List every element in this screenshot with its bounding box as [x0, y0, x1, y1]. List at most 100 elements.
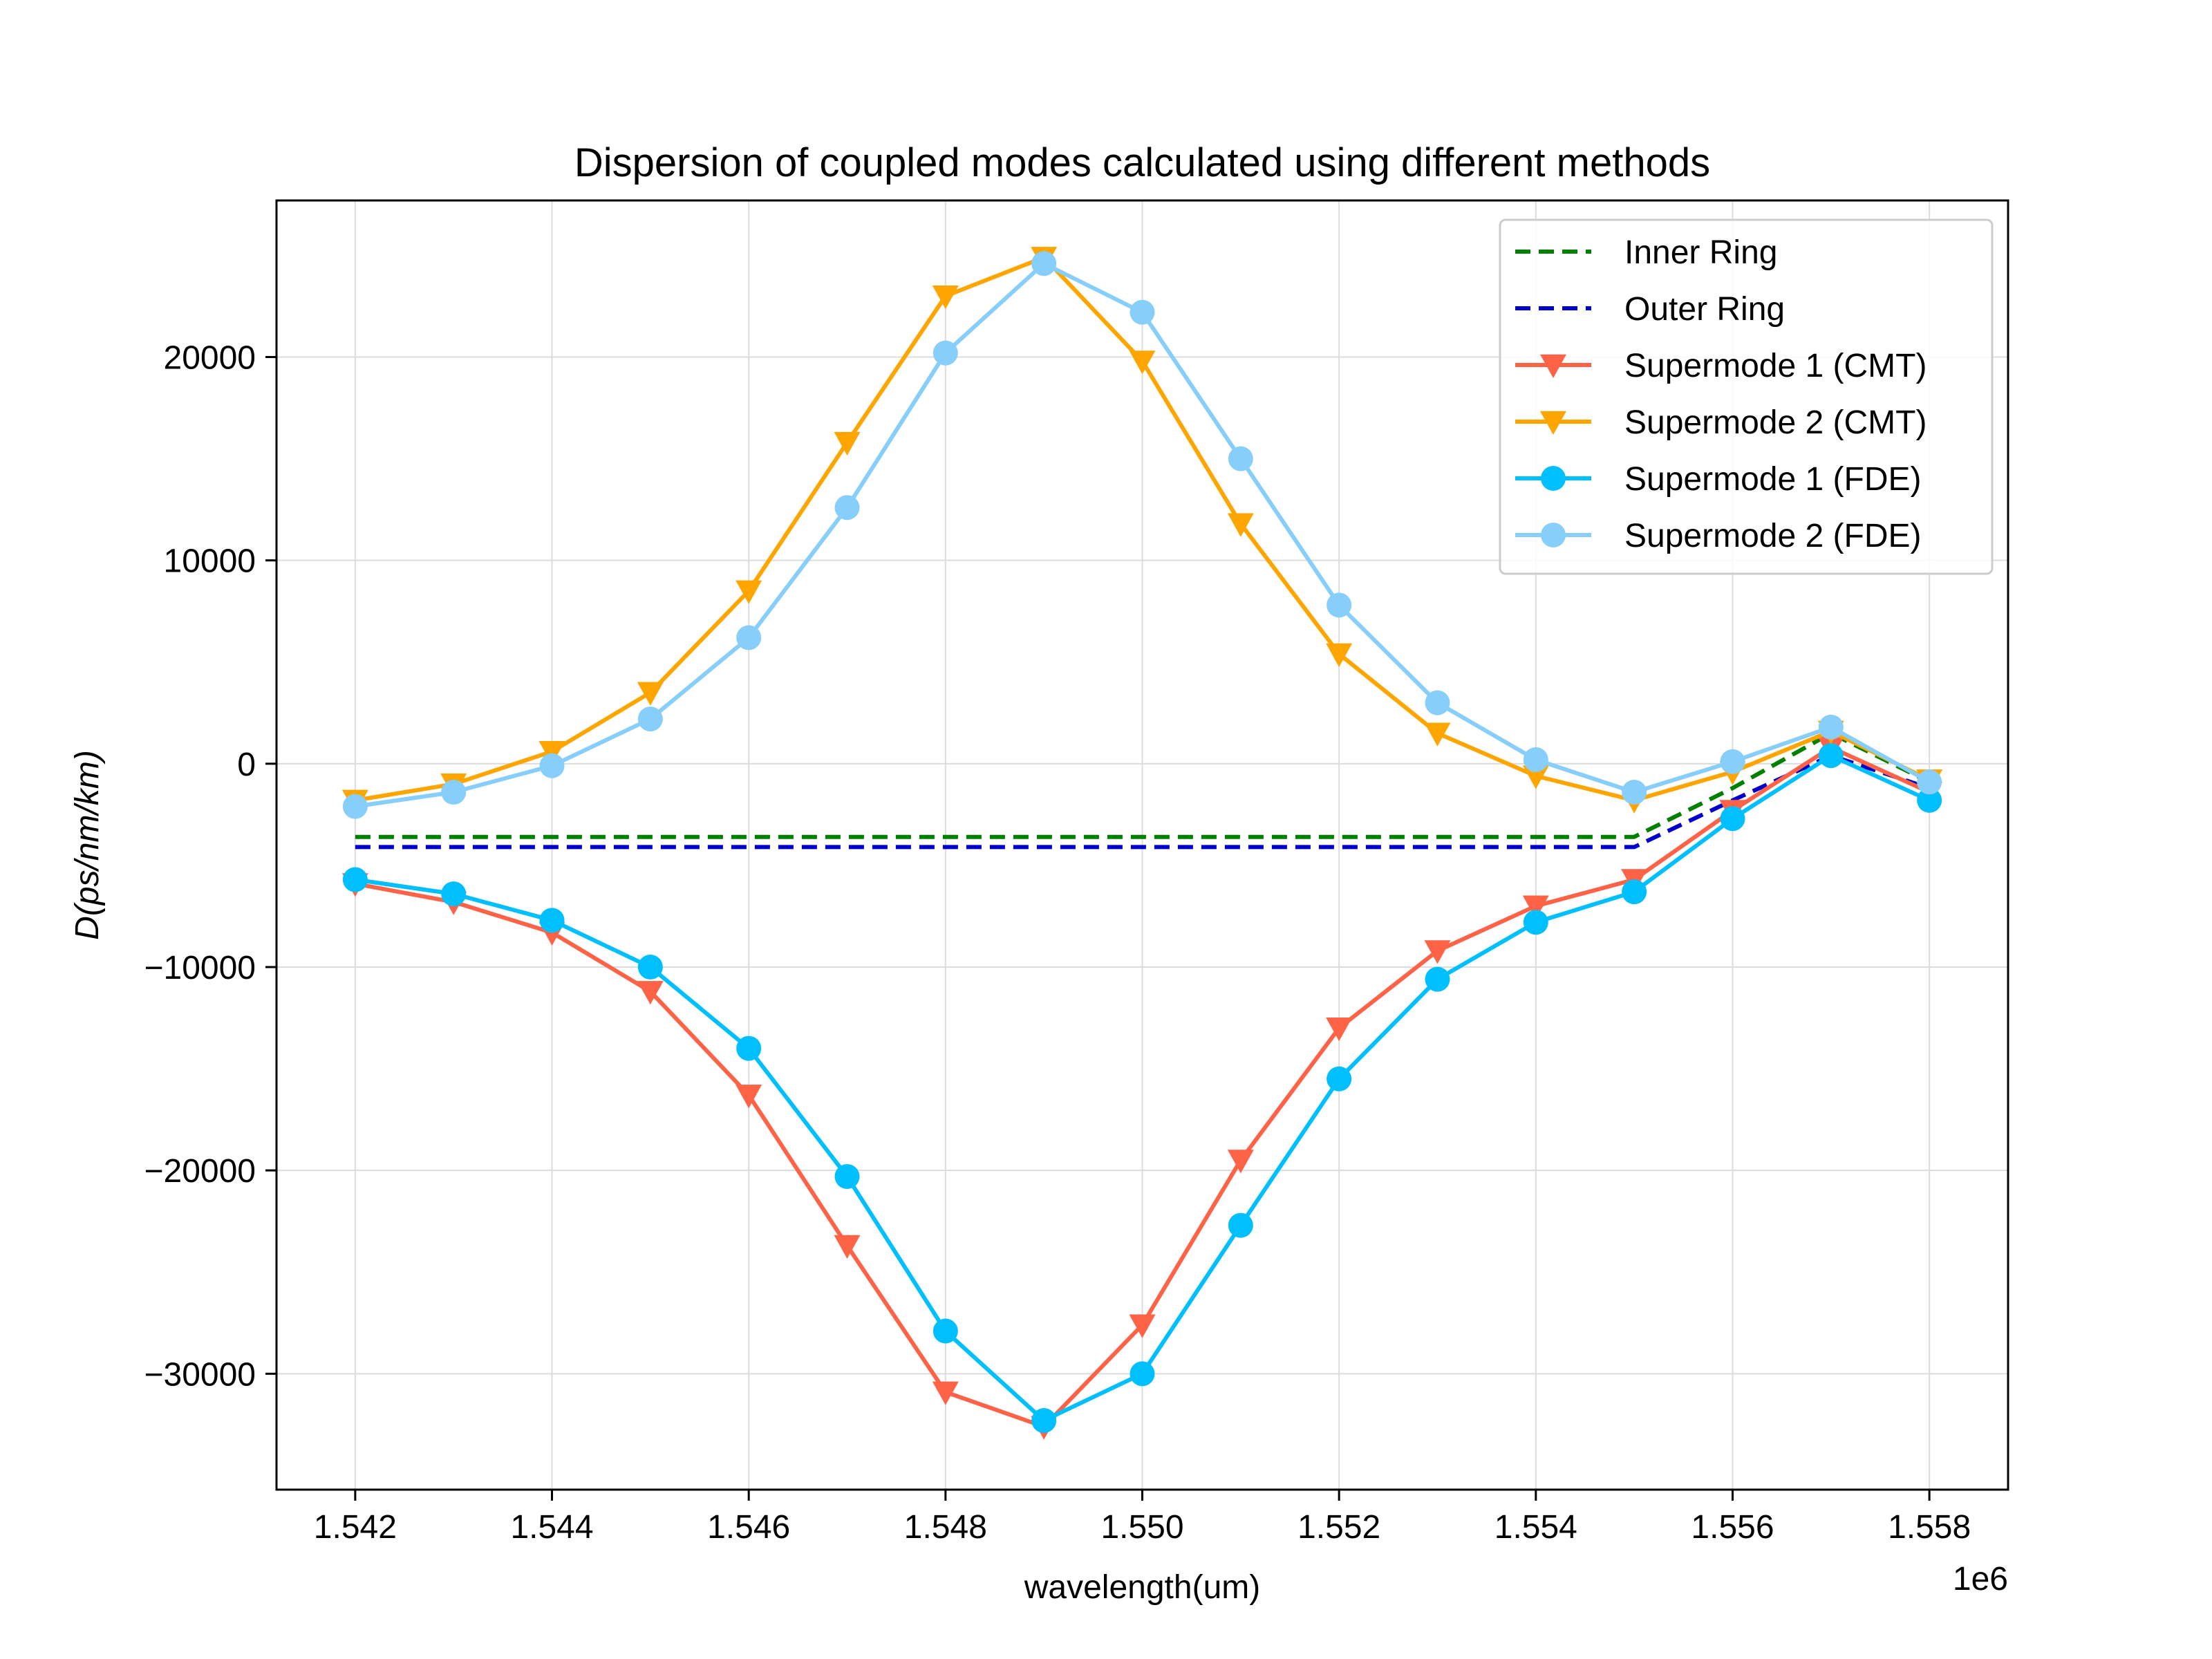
data-point: [932, 340, 958, 366]
legend-label: Inner Ring: [1624, 234, 1777, 271]
data-point: [637, 981, 664, 1005]
data-point: [1227, 1150, 1254, 1174]
data-point: [441, 780, 467, 805]
legend-item: Supermode 1 (CMT): [1515, 348, 1927, 384]
axis-ticks: 1.542 1.544 1.546 1.548 1.550 1.552 1.554 1.556…: [144, 340, 1971, 1546]
data-point: [834, 1235, 861, 1259]
data-point: [932, 1318, 958, 1344]
data-point: [1031, 1407, 1057, 1433]
data-point: [441, 881, 467, 907]
data-point: [1327, 1066, 1352, 1091]
data-point: [637, 682, 664, 706]
data-point: [1228, 1212, 1253, 1238]
data-point: [1424, 940, 1451, 964]
data-point: [735, 580, 762, 604]
legend-label: Supermode 2 (FDE): [1624, 518, 1922, 554]
series-layer: [341, 247, 1943, 1440]
data-point: [1327, 592, 1352, 618]
data-point: [1522, 765, 1549, 789]
series-4: [342, 743, 1942, 1433]
data-point: [1130, 299, 1155, 325]
legend-label: Supermode 1 (CMT): [1624, 348, 1927, 384]
series-line: [355, 731, 1931, 839]
legend-marker: [1541, 466, 1566, 491]
legend-marker: [1540, 354, 1566, 378]
data-point: [1522, 895, 1549, 919]
data-point: [1227, 513, 1254, 537]
data-point: [1424, 722, 1451, 747]
data-point: [539, 753, 565, 778]
data-point: [1326, 643, 1353, 667]
data-point: [1917, 787, 1942, 813]
legend-label: Supermode 2 (CMT): [1624, 404, 1927, 441]
y-axis-label: D(ps/nm/km): [69, 750, 106, 940]
x-tick-label: 1.550: [1100, 1509, 1183, 1546]
data-point: [932, 285, 959, 310]
data-point: [834, 1163, 860, 1189]
legend-item: Outer Ring: [1515, 291, 1785, 328]
data-point: [1130, 1361, 1155, 1387]
data-point: [342, 794, 368, 819]
y-tick-label: 20000: [164, 340, 256, 377]
x-tick-label: 1.554: [1494, 1509, 1577, 1546]
data-point: [1622, 879, 1647, 905]
data-point: [1523, 910, 1548, 935]
data-point: [735, 1085, 762, 1109]
y-tick-label: −30000: [144, 1356, 256, 1393]
data-point: [736, 625, 762, 650]
data-point: [637, 706, 663, 732]
y-tick-label: −20000: [144, 1153, 256, 1190]
data-point: [736, 1035, 762, 1061]
data-point: [1326, 1018, 1353, 1042]
x-tick-label: 1.546: [707, 1509, 790, 1546]
chart-title: Dispersion of coupled modes calculated u…: [574, 140, 1710, 185]
data-point: [1720, 749, 1745, 774]
data-point: [539, 908, 565, 933]
x-tick-label: 1.558: [1888, 1509, 1971, 1546]
data-point: [1818, 743, 1844, 769]
legend-marker: [1540, 411, 1566, 435]
legend-box: [1499, 218, 1994, 575]
data-point: [538, 740, 565, 765]
data-point: [1818, 714, 1844, 740]
legend-item: Supermode 1 (FDE): [1515, 461, 1922, 498]
data-point: [1425, 966, 1450, 992]
series-line: [355, 753, 1931, 850]
legend-item: Supermode 2 (FDE): [1515, 518, 1922, 554]
data-point: [1917, 769, 1942, 795]
series-1: [355, 753, 1931, 850]
data-point: [1720, 806, 1745, 832]
data-point: [834, 431, 861, 456]
series-0: [355, 731, 1931, 839]
data-point: [342, 867, 368, 892]
data-point: [1425, 690, 1450, 715]
legend-label: Supermode 1 (FDE): [1624, 461, 1922, 498]
data-point: [637, 954, 663, 980]
legend-marker: [1541, 523, 1566, 547]
data-point: [1523, 747, 1548, 772]
legend: Inner Ring Outer Ring Supermode 1 (CMT) Sup…: [1499, 218, 1994, 575]
legend-item: Inner Ring: [1515, 234, 1777, 271]
y-tick-label: 0: [237, 747, 256, 783]
legend-item: Supermode 2 (CMT): [1515, 404, 1927, 441]
x-axis-label: wavelength(um): [1024, 1569, 1260, 1606]
series-5: [342, 251, 1942, 819]
y-tick-label: −10000: [144, 950, 256, 986]
data-point: [932, 1381, 959, 1405]
data-point: [1031, 251, 1057, 276]
x-tick-label: 1.544: [510, 1509, 593, 1546]
data-point: [1228, 446, 1253, 471]
x-axis-offset-label: 1e6: [1953, 1561, 2008, 1597]
x-tick-label: 1.556: [1691, 1509, 1774, 1546]
y-tick-label: 10000: [164, 543, 256, 580]
data-point: [1129, 350, 1156, 375]
data-point: [1622, 780, 1647, 805]
x-tick-label: 1.548: [904, 1509, 987, 1546]
x-tick-label: 1.552: [1297, 1509, 1380, 1546]
legend-label: Outer Ring: [1624, 291, 1785, 328]
data-point: [1129, 1314, 1156, 1338]
series-3: [341, 247, 1943, 814]
x-tick-label: 1.542: [314, 1509, 397, 1546]
data-point: [834, 495, 860, 521]
